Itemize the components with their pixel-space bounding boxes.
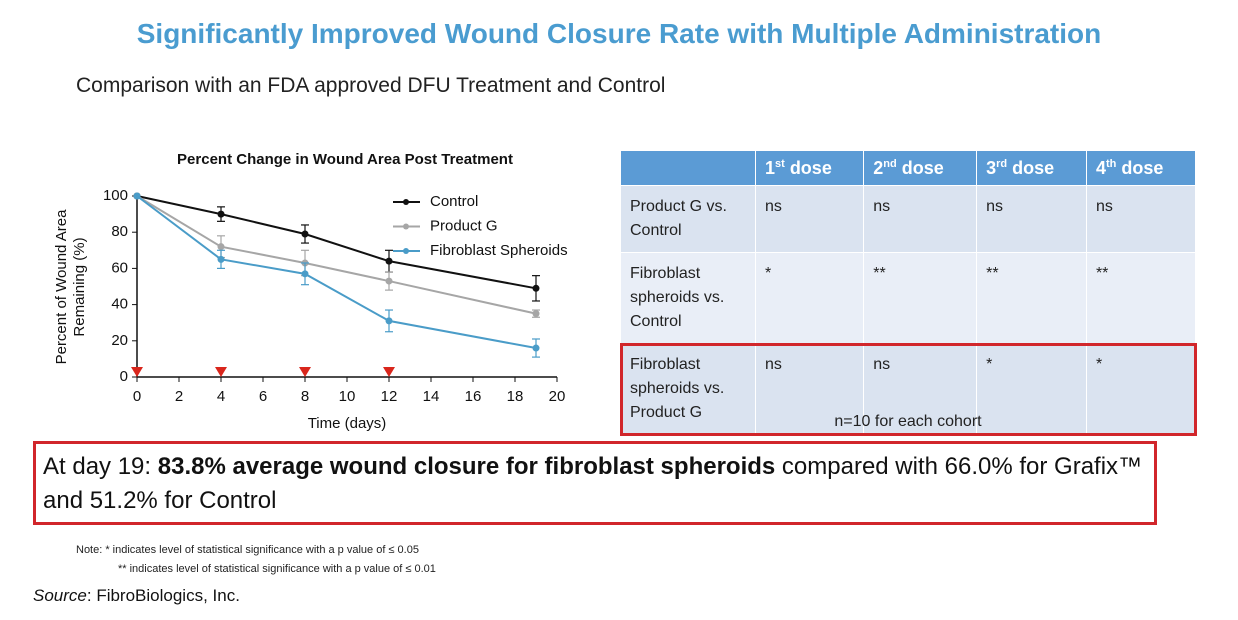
table-note: n=10 for each cohort	[834, 413, 982, 430]
table-cell: *	[754, 252, 865, 344]
header-text: dose	[1121, 157, 1164, 178]
callout-bold: 83.8% average wound closure for fibrobla…	[157, 453, 776, 480]
dose-marker	[383, 367, 395, 377]
dose-marker	[299, 367, 311, 377]
source-text: : FibroBiologics, Inc.	[86, 586, 240, 605]
y-tick-label: 100	[103, 187, 128, 204]
significance-table: 1st dose 2nd dose 3rd dose 4th dose Product …	[619, 150, 1197, 436]
data-point	[217, 210, 225, 218]
table-cell: Fibroblast spheroids vs. Product G	[620, 343, 756, 435]
y-axis-label: Remaining (%)	[71, 237, 88, 336]
y-tick-label: 80	[111, 223, 128, 240]
slide-title: Significantly Improved Wound Closure Rat…	[136, 18, 1102, 49]
source: Source: FibroBiologics, Inc.	[33, 586, 240, 606]
callout-text: At day 19:	[43, 453, 158, 480]
x-tick-label: 14	[423, 388, 440, 405]
x-tick-label: 2	[175, 388, 183, 405]
table-cell: ns	[863, 185, 978, 253]
data-point	[532, 310, 540, 318]
x-tick-label: 10	[339, 388, 356, 405]
x-tick-label: 0	[133, 388, 141, 405]
y-axis-label: Percent of Wound Area	[53, 209, 70, 364]
data-point	[385, 317, 393, 325]
table-cell: Fibroblast spheroids vs. Control	[620, 252, 756, 344]
x-tick-label: 8	[301, 388, 309, 405]
legend-marker	[403, 199, 409, 205]
header-number: 4	[1095, 157, 1106, 178]
header-text: dose	[901, 157, 944, 178]
callout-text: compared with 66.0% for Grafix™ and 51.2…	[43, 453, 1143, 514]
source-label: Source	[33, 586, 87, 605]
x-tick-label: 16	[465, 388, 482, 405]
header-cell	[620, 150, 756, 186]
header-suffix: rd	[996, 157, 1008, 170]
table-cell: ns	[1085, 185, 1197, 253]
header-number: 3	[986, 157, 997, 178]
header-text: dose	[789, 157, 832, 178]
legend-marker	[403, 248, 409, 254]
dose-marker	[131, 367, 143, 377]
table-row: Fibroblast spheroids vs. Control * ** ** **	[620, 252, 1197, 344]
header-cell: 4th dose	[1085, 150, 1197, 186]
y-tick-label: 60	[111, 259, 128, 276]
header-suffix: st	[775, 157, 785, 170]
y-tick-label: 0	[120, 368, 128, 385]
table-cell: ns	[976, 185, 1087, 253]
header-number: 1	[765, 157, 776, 178]
header-cell: 3rd dose	[976, 150, 1087, 186]
header-number: 2	[873, 157, 884, 178]
header-cell: 2nd dose	[863, 150, 978, 186]
x-tick-label: 12	[381, 388, 398, 405]
data-point	[301, 270, 309, 278]
table-cell: **	[863, 252, 978, 344]
data-point	[385, 277, 393, 285]
slide-subtitle: Comparison with an FDA approved DFU Trea…	[76, 74, 666, 97]
table-row: Product G vs. Control ns ns ns ns	[620, 185, 1197, 253]
y-tick-label: 40	[111, 296, 128, 313]
header-suffix: nd	[883, 157, 897, 170]
table-cell: **	[976, 252, 1087, 344]
table-cell: ns	[754, 343, 865, 435]
table-cell: **	[1085, 252, 1197, 344]
data-point	[532, 344, 540, 352]
note: ** indicates level of statistical signif…	[118, 563, 436, 575]
data-point	[133, 192, 141, 200]
x-axis-label: Time (days)	[308, 415, 387, 432]
legend-label: Product G	[430, 217, 498, 234]
dose-marker	[215, 367, 227, 377]
data-point	[301, 230, 309, 238]
chart-title: Percent Change in Wound Area Post Treatm…	[177, 151, 513, 168]
legend-label: Fibroblast Spheroids	[430, 242, 568, 259]
table-cell: *	[976, 343, 1087, 435]
legend-label: Control	[430, 193, 478, 210]
x-tick-label: 4	[217, 388, 225, 405]
data-point	[217, 243, 225, 251]
x-tick-label: 18	[507, 388, 524, 405]
data-point	[532, 284, 540, 292]
header-text: dose	[1012, 157, 1055, 178]
chart: Percent Change in Wound Area Post Treatm…	[53, 151, 568, 432]
table-cell: *	[1085, 343, 1197, 435]
header-row: 1st dose 2nd dose 3rd dose 4th dose	[620, 150, 1197, 186]
table-cell: ns	[863, 343, 978, 435]
y-tick-label: 20	[111, 332, 128, 349]
note: Note: * indicates level of statistical s…	[76, 544, 419, 556]
x-tick-label: 6	[259, 388, 267, 405]
x-tick-label: 20	[549, 388, 566, 405]
header-suffix: th	[1105, 157, 1117, 170]
table-cell: ns	[754, 185, 865, 253]
table-cell: Product G vs. Control	[620, 185, 756, 253]
data-point	[385, 257, 393, 265]
legend-marker	[403, 223, 409, 230]
callout: At day 19: 83.8% average wound closure f…	[33, 441, 1157, 525]
data-point	[217, 255, 225, 263]
header-cell: 1st dose	[754, 150, 865, 186]
